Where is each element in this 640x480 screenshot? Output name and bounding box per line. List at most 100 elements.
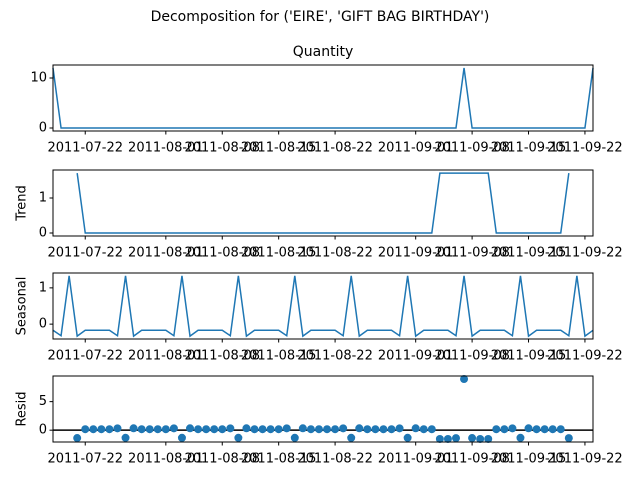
resid-point [403,433,412,442]
resid-point [339,424,348,433]
y-tick-label: 0 [39,317,47,332]
axes-frame [52,375,594,443]
x-tick-label: 2011-09-01 [378,349,454,364]
resid-point [202,425,211,434]
resid-point [250,425,259,434]
x-tick-label: 2011-08-15 [241,452,317,467]
x-tick-label: 2011-08-01 [128,349,204,364]
axes-frame [52,272,594,340]
x-tick-label: 2011-07-22 [47,349,123,364]
y-axis-label: Trend [15,185,30,222]
x-tick-label: 2011-08-22 [297,349,373,364]
x-tick-label: 2011-08-22 [297,452,373,467]
x-tick-label: 2011-08-22 [297,246,373,261]
resid-point [314,425,323,434]
x-tick-label: 2011-09-08 [434,246,510,261]
resid-point [290,433,299,442]
x-tick-label: 2011-08-08 [184,246,260,261]
resid-point [234,433,243,442]
resid-point [476,434,485,443]
resid-point [508,424,517,433]
resid-point [492,425,501,434]
y-axis-label: Seasonal [15,277,30,336]
resid-point [258,425,267,434]
x-tick-label: 2011-09-08 [434,452,510,467]
resid-point [323,425,332,434]
resid-point [435,434,444,443]
resid-point [540,425,549,434]
x-tick-label: 2011-08-08 [184,141,260,156]
resid-point [564,434,573,443]
resid-point [177,433,186,442]
x-tick-label: 2011-07-22 [47,141,123,156]
resid-point [186,424,195,433]
x-tick-label: 2011-09-15 [491,349,567,364]
y-tick-label: 5 [39,394,47,409]
resid-point [105,425,114,434]
x-tick-label: 2011-09-22 [547,246,623,261]
x-tick-label: 2011-09-01 [378,452,454,467]
series-line [52,275,594,338]
resid-point [97,425,106,434]
resid-point [137,425,146,434]
resid-point [371,425,380,434]
x-tick-label: 2011-09-01 [378,246,454,261]
resid-point [169,424,178,433]
x-tick-label: 2011-08-08 [184,452,260,467]
resid-point [153,425,162,434]
y-tick-label: 0 [39,225,47,240]
resid-point [113,424,122,433]
axes-title: Quantity [293,44,354,60]
resid-point [379,425,388,434]
resid-point [460,375,469,384]
resid-point [419,425,428,434]
resid-point [306,425,315,434]
resid-point [282,424,291,433]
resid-point [524,424,533,433]
resid-point [484,434,493,443]
resid-point [443,434,452,443]
x-tick-label: 2011-09-15 [491,246,567,261]
resid-point [500,425,509,434]
series-line [76,172,570,234]
resid-point [218,425,227,434]
x-tick-label: 2011-07-22 [47,452,123,467]
resid-point [210,425,219,434]
resid-point [89,425,98,434]
resid-point [226,424,235,433]
x-tick-label: 2011-09-08 [434,141,510,156]
resid-point [556,425,565,434]
x-tick-label: 2011-08-15 [241,246,317,261]
x-tick-label: 2011-08-01 [128,141,204,156]
y-tick-label: 0 [39,423,47,438]
resid-point [532,425,541,434]
x-tick-label: 2011-09-15 [491,452,567,467]
resid-point [242,424,251,433]
series-line [52,67,594,129]
resid-point [121,433,130,442]
resid-point [387,425,396,434]
resid-point [129,424,138,433]
resid-point [395,424,404,433]
y-tick-label: 1 [39,190,47,205]
axes-frame [52,64,594,132]
x-tick-label: 2011-08-01 [128,246,204,261]
x-tick-label: 2011-08-22 [297,141,373,156]
resid-point [411,424,420,433]
x-tick-label: 2011-08-01 [128,452,204,467]
resid-point [298,424,307,433]
x-tick-label: 2011-08-15 [241,349,317,364]
x-tick-label: 2011-09-15 [491,141,567,156]
y-tick-label: 0 [39,121,47,136]
resid-point [194,425,203,434]
x-tick-label: 2011-09-01 [378,141,454,156]
axes-frame [52,169,594,237]
x-tick-label: 2011-09-22 [547,141,623,156]
resid-point [145,425,154,434]
resid-point [548,425,557,434]
resid-point [427,425,436,434]
resid-point [331,425,340,434]
y-tick-label: 10 [30,71,47,86]
resid-point [468,434,477,443]
